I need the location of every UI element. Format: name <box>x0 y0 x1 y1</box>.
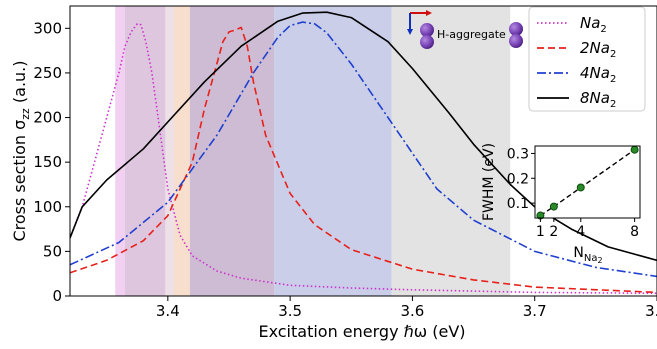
series-line-4na2 <box>70 21 657 278</box>
y-tick-label: 150 <box>33 153 62 171</box>
atom-icon <box>509 34 523 48</box>
inset-point <box>630 145 639 154</box>
y-tick-label: 200 <box>33 109 62 127</box>
x-axis: 3.4 3.5 3.6 3.7 3.8 <box>156 296 657 320</box>
arrow-head-y-icon <box>407 29 413 35</box>
x-tick-label: 3.5 <box>278 302 302 320</box>
highlight-band <box>125 6 166 296</box>
y-tick-label: 250 <box>33 64 62 82</box>
highlight-bands <box>115 6 511 296</box>
atom-icon <box>509 22 523 36</box>
series-line-na2 <box>70 23 657 295</box>
y-tick-label: 100 <box>33 198 62 216</box>
highlight-band <box>189 6 275 296</box>
legend-label: 2Na2 <box>580 39 616 60</box>
svg-text:FWHM (eV): FWHM (eV) <box>481 143 497 221</box>
inset-y-title: FWHM (eV) <box>481 143 497 221</box>
x-axis-title: Excitation energy ℏω (eV) <box>258 322 465 341</box>
y-axis: 0 50 100 150 200 250 300 <box>33 19 70 305</box>
y-tick-label: 50 <box>43 242 62 260</box>
series-line-8na2 <box>70 11 657 262</box>
inset-fit-line <box>540 149 636 217</box>
annotation-label: H-aggregate <box>437 28 506 41</box>
inset-frame <box>534 145 641 219</box>
inset-x-title: NNa2 <box>573 245 602 265</box>
x-tick-label: 3.7 <box>523 302 547 320</box>
highlight-band <box>115 6 126 296</box>
y-tick-label: 300 <box>33 19 62 37</box>
arrow-head-x-icon <box>426 10 432 16</box>
atom-icon <box>420 23 434 37</box>
inset-y-tick-label: 0.3 <box>507 146 529 162</box>
svg-text:Cross section σzz (a.u.): Cross section σzz (a.u.) <box>10 60 32 241</box>
legend-label: 8Na2 <box>580 89 616 110</box>
inset-x-tick-label: 1 <box>536 224 545 240</box>
y-axis-title: Cross section σzz (a.u.) <box>10 60 32 241</box>
legend-label: Na2 <box>580 14 607 35</box>
inset-y-tick-label: 0.1 <box>507 196 529 212</box>
x-tick-label: 3.8 <box>645 302 657 320</box>
h-aggregate-annotation: H-aggregate <box>407 10 523 49</box>
plot-frame <box>69 5 657 297</box>
legend: Na2 2Na2 4Na2 8Na2 <box>528 6 646 112</box>
legend-label: 4Na2 <box>580 64 616 85</box>
inset-x-tick-label: 2 <box>549 224 558 240</box>
inset-point <box>549 202 558 211</box>
highlight-band <box>173 6 190 296</box>
y-tick-label: 0 <box>52 287 62 305</box>
atom-icon <box>420 35 434 49</box>
inset-x-tick-label: 8 <box>630 224 639 240</box>
legend-box <box>528 6 646 112</box>
x-tick-label: 3.6 <box>400 302 424 320</box>
inset-x-tick-label: 4 <box>576 224 585 240</box>
series-line-2na2 <box>70 26 657 294</box>
highlight-band <box>274 6 392 296</box>
inset-y-tick-label: 0.2 <box>507 171 529 187</box>
x-tick-label: 3.4 <box>156 302 180 320</box>
highlight-band <box>165 6 174 296</box>
inset-point <box>576 183 585 192</box>
series-lines <box>70 11 657 295</box>
inset-chart: 1 2 4 8 0.1 0.2 0.3 FWHM (eV) NNa2 <box>481 143 641 265</box>
